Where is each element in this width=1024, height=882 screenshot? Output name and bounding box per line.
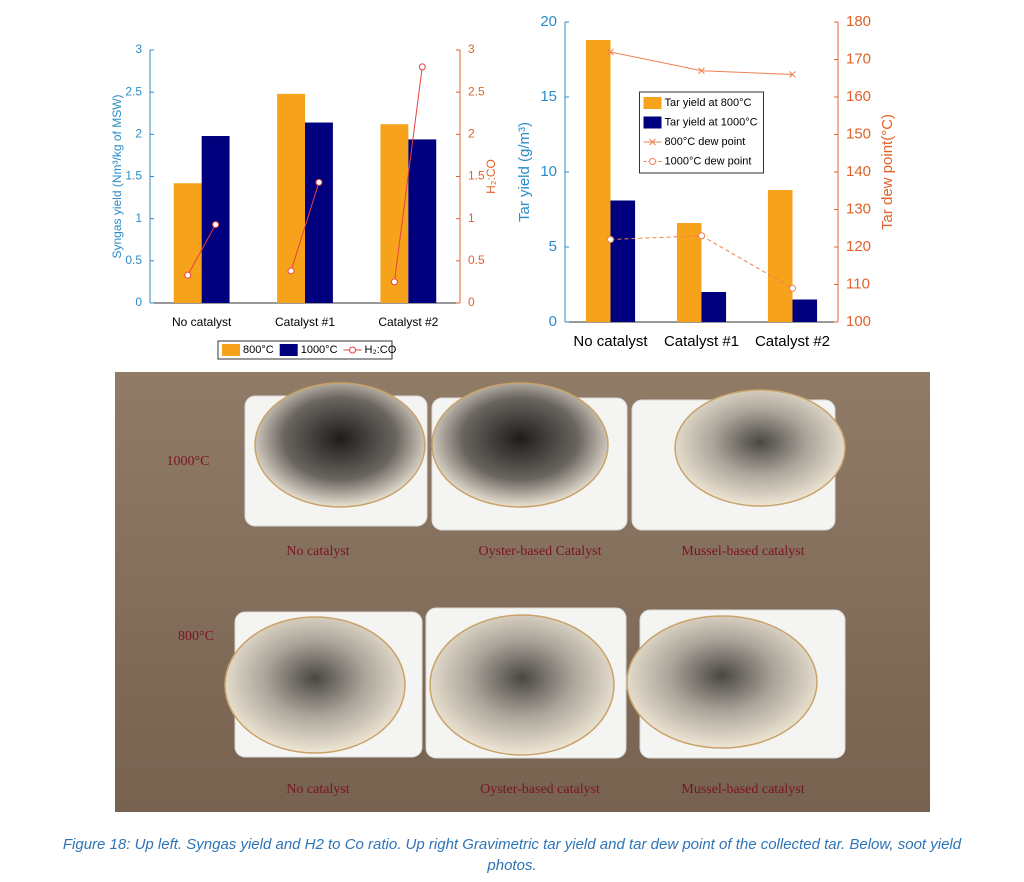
filter bbox=[431, 382, 609, 508]
marker bbox=[418, 63, 426, 71]
y2-tick-label: 120 bbox=[846, 238, 871, 255]
row-label: 800°C bbox=[178, 629, 214, 644]
bar bbox=[610, 200, 636, 322]
legend: 800°C 1000°C H₂:CO bbox=[217, 340, 397, 360]
marker bbox=[789, 284, 796, 292]
filter bbox=[429, 614, 615, 756]
y-tick-label: 0.5 bbox=[125, 253, 142, 267]
filter bbox=[674, 389, 846, 507]
y2-tick-label: 3 bbox=[468, 42, 475, 56]
x-tick-label: Catalyst #1 bbox=[664, 333, 739, 350]
sample-label: No catalyst bbox=[286, 782, 349, 797]
marker bbox=[287, 267, 295, 275]
y2-axis-label: Tar dew point(°C) bbox=[879, 114, 896, 230]
legend-label: H₂:CO bbox=[365, 344, 397, 356]
y-tick-label: 3 bbox=[135, 42, 142, 56]
y2-tick-label: 0.5 bbox=[468, 253, 485, 267]
legend-label: 1000°C dew point bbox=[665, 155, 752, 167]
bar bbox=[585, 40, 611, 322]
marker bbox=[607, 48, 614, 56]
y2-tick-label: 100 bbox=[846, 313, 871, 330]
x-tick-label: Catalyst #1 bbox=[275, 315, 335, 329]
bar bbox=[408, 139, 437, 303]
line bbox=[187, 66, 423, 282]
legend-swatch bbox=[643, 116, 662, 129]
y2-tick-label: 140 bbox=[846, 163, 871, 180]
sample-label: No catalyst bbox=[286, 544, 349, 559]
bar bbox=[676, 223, 702, 322]
y2-tick-label: 150 bbox=[846, 125, 871, 142]
x-tick-label: Catalyst #2 bbox=[378, 315, 438, 329]
legend-swatch bbox=[643, 97, 662, 109]
y-tick-label: 20 bbox=[540, 13, 557, 30]
marker bbox=[698, 232, 705, 240]
y-tick-label: 1.5 bbox=[125, 169, 142, 183]
legend-label: 800°C bbox=[243, 344, 274, 356]
y2-tick-label: 160 bbox=[846, 88, 871, 105]
row-label: 1000°C bbox=[167, 454, 210, 469]
marker bbox=[698, 67, 705, 75]
marker bbox=[212, 221, 220, 229]
sample-label: Oyster-based catalyst bbox=[480, 782, 600, 797]
marker bbox=[607, 236, 614, 243]
legend: Tar yield at 800°C Tar yield at 1000°C 800… bbox=[639, 91, 764, 174]
marker bbox=[789, 71, 796, 78]
caption: Figure 18: Up left. Syngas yield and H2 … bbox=[62, 836, 962, 874]
marker bbox=[184, 271, 192, 279]
chart: 0 5 10 15 20 100 110 120 130 140 150 160 170 180 Tar y… bbox=[516, 13, 896, 350]
marker bbox=[390, 278, 398, 286]
chart: 0 0.5 1 1.5 2 2.5 3 0 0.5 1 1.5 2 2.5 3 Syngas yield (… bbox=[110, 42, 498, 360]
y-tick-label: 2 bbox=[135, 127, 142, 141]
y-axis-label: Tar yield (g/m³) bbox=[516, 122, 533, 222]
y2-tick-label: 0 bbox=[468, 295, 475, 309]
y-axis-label: Syngas yield (Nm³/kg of MSW) bbox=[110, 94, 124, 258]
y2-tick-label: 1 bbox=[468, 211, 475, 225]
y-tick-label: 0 bbox=[549, 313, 557, 330]
y2-axis-label: H₂:CO bbox=[484, 159, 498, 194]
bar bbox=[792, 299, 818, 322]
figure: 1000°C 800°C No catalyst Oyster-based Ca… bbox=[110, 13, 930, 812]
y2-tick-label: 170 bbox=[846, 50, 871, 67]
soot-photo: 1000°C 800°C No catalyst Oyster-based Ca… bbox=[115, 372, 930, 812]
y2-tick-label: 180 bbox=[846, 13, 871, 30]
marker bbox=[315, 178, 323, 186]
legend-label: Tar yield at 1000°C bbox=[665, 116, 758, 128]
y2-tick-label: 110 bbox=[846, 275, 870, 292]
x-tick-label: Catalyst #2 bbox=[755, 333, 830, 350]
y2-tick-label: 130 bbox=[846, 200, 871, 217]
y2-tick-label: 2.5 bbox=[468, 84, 485, 98]
y-tick-label: 0 bbox=[135, 295, 142, 309]
legend-swatch bbox=[349, 346, 357, 354]
y2-tick-label: 2 bbox=[468, 127, 475, 141]
legend-swatch bbox=[649, 138, 656, 146]
legend-swatch bbox=[222, 344, 240, 356]
y-tick-label: 15 bbox=[540, 88, 557, 105]
filter bbox=[626, 615, 818, 749]
filter bbox=[254, 382, 426, 508]
bar bbox=[767, 190, 793, 322]
y2-tick-label: 1.5 bbox=[468, 169, 485, 183]
y-tick-label: 1 bbox=[135, 211, 142, 225]
y-tick-label: 10 bbox=[540, 163, 557, 180]
bar bbox=[173, 183, 202, 303]
sample-label: Mussel-based catalyst bbox=[681, 782, 804, 797]
filter bbox=[224, 616, 406, 754]
bar bbox=[201, 136, 230, 303]
legend-swatch bbox=[649, 158, 656, 165]
sample-label: Oyster-based Catalyst bbox=[479, 544, 602, 559]
legend-box bbox=[217, 340, 393, 360]
sample-label: Mussel-based catalyst bbox=[681, 544, 804, 559]
legend-swatch bbox=[279, 344, 298, 356]
x-tick-label: No catalyst bbox=[172, 315, 232, 329]
legend-label: 1000°C bbox=[301, 344, 338, 356]
bar bbox=[380, 124, 409, 303]
legend-label: Tar yield at 800°C bbox=[665, 97, 752, 109]
y-tick-label: 5 bbox=[549, 238, 557, 255]
legend-label: 800°C dew point bbox=[665, 136, 746, 148]
y-tick-label: 2.5 bbox=[125, 84, 142, 98]
filters bbox=[224, 382, 846, 756]
bar bbox=[701, 292, 727, 322]
x-tick-label: No catalyst bbox=[573, 333, 648, 350]
